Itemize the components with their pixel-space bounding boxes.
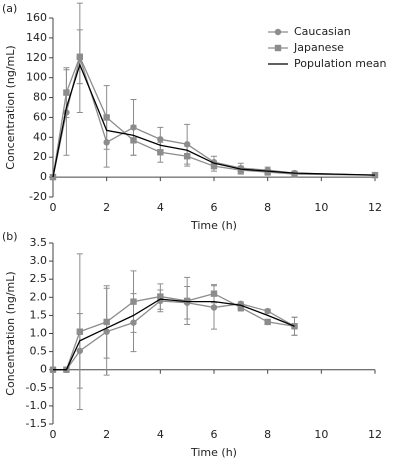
marker	[63, 89, 70, 96]
series-line	[52, 62, 376, 178]
x-tick-label: 2	[103, 428, 110, 441]
y-tick-label: -1.0	[26, 399, 47, 412]
marker	[130, 137, 137, 144]
series-line	[52, 55, 376, 178]
x-tick-label: 4	[157, 428, 164, 441]
marker	[76, 328, 84, 335]
marker	[157, 136, 164, 143]
y-tick-label: 140	[26, 31, 47, 44]
x-tick-label: 8	[264, 201, 271, 214]
series-line	[53, 298, 295, 371]
y-tick-label: 2.0	[30, 290, 48, 303]
panel-label: (b)	[2, 230, 18, 243]
y-tick-label: -20	[29, 190, 47, 203]
y-tick-label: -0.5	[26, 381, 47, 394]
y-tick-label: 3.0	[30, 254, 48, 267]
marker	[103, 318, 110, 326]
y-tick-label: 100	[26, 71, 47, 84]
x-tick-label: 8	[264, 428, 271, 441]
legend-label: Population mean	[294, 57, 387, 70]
y-tick-label: 1.0	[30, 327, 48, 340]
x-tick-label: 12	[368, 201, 382, 214]
y-tick-label: 40	[33, 130, 47, 143]
marker	[237, 166, 245, 174]
marker	[264, 307, 271, 315]
y-tick-label: 0	[40, 170, 47, 183]
x-tick-label: 0	[50, 201, 57, 214]
marker	[157, 293, 164, 300]
x-tick-label: 2	[103, 201, 110, 214]
x-tick-label: 6	[211, 428, 218, 441]
marker	[103, 114, 110, 121]
y-tick-label: 120	[26, 51, 47, 64]
marker	[274, 28, 282, 36]
panel-label: (a)	[2, 2, 17, 15]
legend-label: Caucasian	[294, 25, 351, 38]
x-tick-label: 0	[50, 428, 57, 441]
marker	[210, 304, 218, 311]
x-tick-label: 12	[368, 428, 382, 441]
x-tick-label: 4	[157, 201, 164, 214]
x-tick-label: 6	[211, 201, 218, 214]
y-tick-label: 0	[40, 363, 47, 376]
y-tick-label: 3.5	[30, 236, 48, 249]
y-tick-label: 80	[33, 91, 47, 104]
y-tick-label: 1.5	[30, 308, 48, 321]
marker	[183, 297, 191, 305]
marker	[264, 168, 271, 176]
marker	[210, 290, 218, 297]
x-tick-label: 10	[314, 428, 328, 441]
marker	[237, 304, 245, 311]
marker	[274, 44, 282, 52]
marker	[76, 53, 84, 60]
y-tick-label: -1.5	[26, 417, 47, 430]
x-axis-title: Time (h)	[190, 219, 237, 232]
legend-label: Japanese	[293, 41, 344, 54]
marker	[130, 298, 137, 305]
y-tick-label: 160	[26, 11, 47, 24]
series-line	[53, 292, 295, 371]
y-tick-label: 2.5	[30, 272, 48, 285]
x-tick-label: 10	[314, 201, 328, 214]
series-line	[52, 55, 376, 178]
marker	[264, 318, 271, 326]
y-axis-title: Concentration (ng/mL)	[4, 271, 17, 395]
marker	[183, 153, 191, 160]
marker	[157, 149, 164, 156]
marker	[291, 170, 298, 178]
y-tick-label: 0.5	[30, 345, 48, 358]
marker	[210, 162, 218, 170]
y-tick-label: 20	[33, 150, 47, 163]
y-axis-title: Concentration (ng/mL)	[4, 45, 17, 169]
x-axis-title: Time (h)	[190, 446, 237, 459]
y-tick-label: 60	[33, 110, 47, 123]
